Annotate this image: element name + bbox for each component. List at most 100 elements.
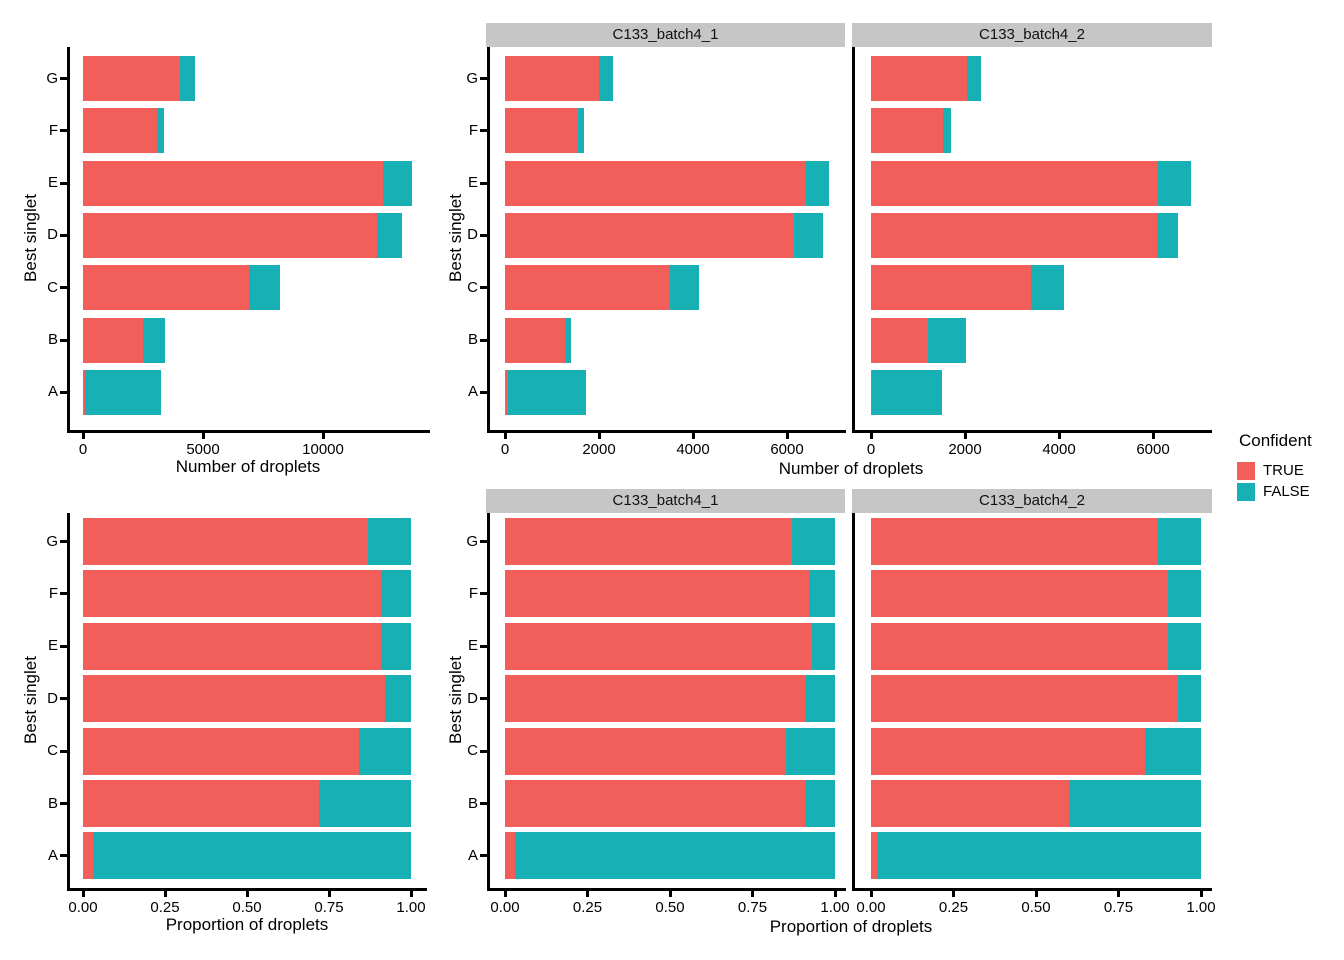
y-tick-label: A [467,846,478,864]
bar-segment-false-A [85,369,161,415]
bar-segment-false-B [319,780,411,827]
bar-segment-false-A [92,832,411,880]
bar-segment-false-F [942,108,951,154]
bar-segment-false-E [805,160,830,206]
x-tick-label: 4000 [676,441,710,458]
bar-segment-true-F [83,108,157,154]
bar-segment-false-F [381,570,411,618]
x-tick-label: 4000 [1042,441,1076,458]
x-axis-title-proportions-overall: Proportion of droplets [165,915,329,934]
x-tick [1117,891,1120,897]
bar-segment-false-C [358,727,411,775]
bar-segment-true-F [505,570,809,618]
x-tick-label: 10000 [302,441,344,458]
bar-segment-true-A [505,369,508,415]
bar-segment-false-F [577,108,584,154]
bar-segment-true-G [83,56,181,101]
legend: Confident TRUE FALSE [1237,431,1344,504]
bar-segment-false-A [514,832,835,880]
bar-segment-false-E [381,622,411,670]
axis-line-x [67,430,430,433]
y-tick-label: C [47,742,58,760]
x-tick [327,891,331,897]
y-tick [480,802,487,805]
y-tick [480,233,487,237]
x-tick-label: 2000 [582,441,616,458]
y-tick [60,338,67,342]
bar-segment-false-C [785,727,835,775]
y-tick [480,181,487,185]
y-tick-label: C [467,278,478,296]
y-tick [60,592,67,596]
y-tick-label: D [47,689,58,707]
y-tick [60,390,67,394]
x-tick [503,891,507,897]
x-tick [1057,433,1061,439]
bar-segment-true-D [83,675,385,723]
y-tick [480,338,487,342]
legend-entry-true: TRUE [1237,462,1344,480]
bar-segment-true-G [871,518,1159,565]
legend-entry-false: FALSE [1237,483,1344,501]
bar-segment-true-E [871,622,1168,670]
x-tick [1151,433,1155,439]
x-tick [1199,891,1203,897]
bar-segment-false-F [1168,570,1201,618]
x-tick [668,891,672,897]
x-axis-title-proportions-faceted: Proportion of droplets [769,917,933,936]
bar-segment-false-D [384,675,411,723]
y-tick-label: E [467,637,478,655]
bar-segment-true-E [83,160,384,206]
bar-segment-false-C [669,265,699,311]
axis-line-x [67,888,427,891]
y-tick-label: D [47,226,58,244]
bar-segment-true-C [871,727,1145,775]
axis-line-y [67,47,70,433]
bar-segment-true-F [871,108,943,154]
x-tick [597,433,601,439]
bar-segment-false-B [1069,780,1201,827]
y-tick-label: F [48,121,58,139]
y-tick [480,390,487,394]
bar-segment-true-F [871,570,1168,618]
y-tick-label: G [46,532,58,550]
bar-segment-false-E [383,160,412,206]
bar-segment-true-D [871,212,1158,258]
x-tick [81,891,85,897]
y-tick-label: G [466,532,478,550]
bar-segment-true-E [505,160,806,206]
x-tick [869,433,873,439]
bar-segment-false-G [967,56,982,101]
x-tick [751,891,754,897]
bar-segment-true-F [83,570,382,618]
bar-segment-true-B [871,780,1069,827]
bar-segment-true-D [505,212,794,258]
x-tick-label: 0.50 [1021,899,1051,916]
bar-segment-true-E [505,622,812,670]
y-tick-label: A [467,383,478,401]
legend-label-false: FALSE [1263,483,1310,500]
y-tick [60,129,67,133]
bar-segment-true-A [83,369,86,415]
y-tick-label: B [467,794,478,812]
y-tick [60,802,67,805]
y-tick-label: C [47,278,58,296]
x-axis-title-counts-overall: Number of droplets [175,457,321,476]
bar-segment-false-C [1030,265,1064,311]
x-tick-label: 0.75 [737,899,768,916]
x-tick-label: 0.75 [314,899,344,916]
x-tick-label: 6000 [1136,441,1170,458]
x-tick-label: 0 [866,441,876,458]
x-tick-label: 0.00 [68,899,98,916]
axis-line-x [487,888,846,891]
x-tick [691,433,695,439]
bar-segment-true-B [871,317,928,363]
x-tick [409,891,413,897]
x-tick [81,433,85,439]
bar-segment-true-D [871,675,1178,723]
bar-segment-true-C [83,265,249,311]
x-tick [833,891,837,897]
bar-segment-true-G [505,56,599,101]
bar-segment-true-C [505,727,786,775]
